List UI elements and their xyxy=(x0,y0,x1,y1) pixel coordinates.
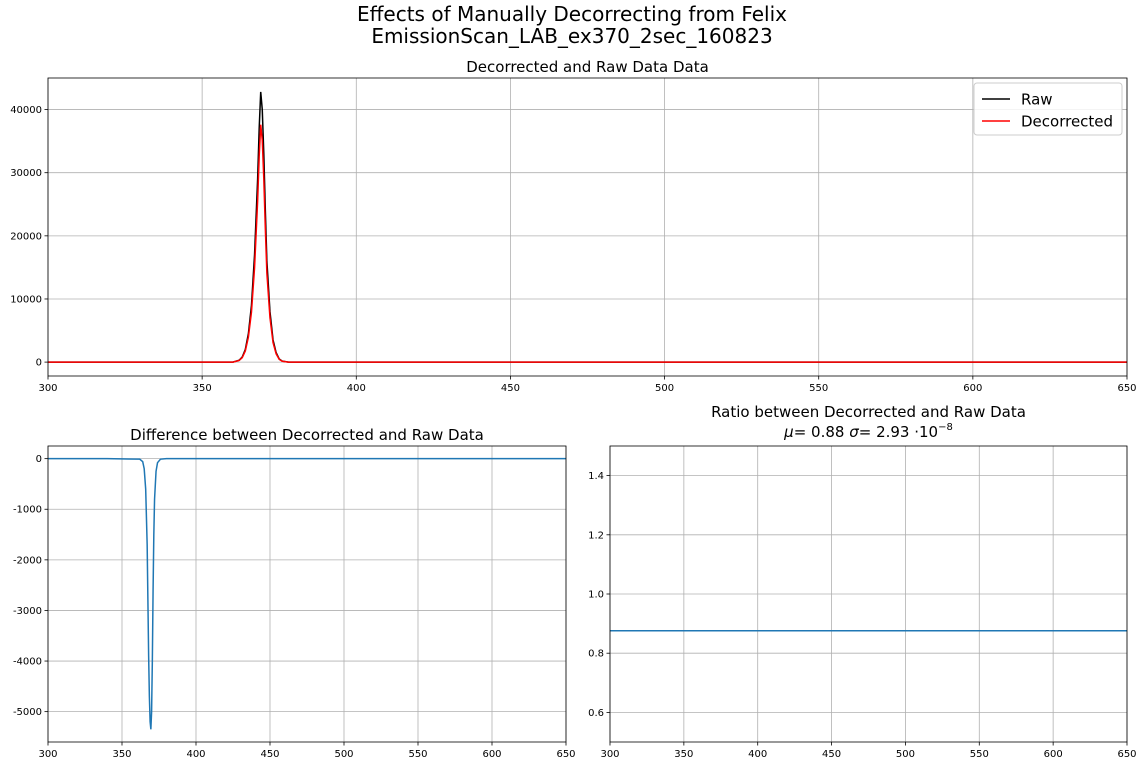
y-tick-label: 0.6 xyxy=(588,708,604,719)
sigma-exponent: −8 xyxy=(938,422,953,433)
x-tick-label: 500 xyxy=(655,383,674,394)
figure-subtitle: EmissionScan_LAB_ex370_2sec_160823 xyxy=(371,24,772,48)
series-line-1 xyxy=(48,457,566,730)
chart-title: Ratio between Decorrected and Raw Data xyxy=(711,403,1026,421)
y-tick-label: 1.2 xyxy=(588,530,604,541)
legend-box xyxy=(973,82,1123,136)
x-tick-label: 350 xyxy=(674,749,693,760)
sigma-value: = 2.93 ·10 xyxy=(859,423,938,441)
mu-value: = 0.88 xyxy=(794,423,850,441)
series-line-raw xyxy=(48,91,1127,363)
legend-label-decorrected: Decorrected xyxy=(1021,113,1113,131)
x-tick-label: 300 xyxy=(600,749,619,760)
x-tick-label: 650 xyxy=(556,749,575,760)
x-tick-label: 400 xyxy=(347,383,366,394)
axes-frame xyxy=(47,445,567,743)
x-tick-label: 650 xyxy=(1117,749,1136,760)
y-tick-label: -4000 xyxy=(13,657,42,668)
y-tick-label: 0.8 xyxy=(588,649,604,660)
x-tick-label: 450 xyxy=(260,749,279,760)
y-tick-label: -3000 xyxy=(13,606,42,617)
y-tick-label: 1.0 xyxy=(588,590,604,601)
ratio-chart: 300 350 400 450 500 550 600 650 0.6 0.8 1.0 1.2 1.4 R… xyxy=(588,403,1136,760)
x-tick-label: 300 xyxy=(38,383,57,394)
y-tick-label: 20000 xyxy=(10,231,42,242)
y-tick-label: -2000 xyxy=(13,555,42,566)
legend: Raw Decorrected xyxy=(973,82,1123,136)
y-tick-label: 40000 xyxy=(10,105,42,116)
chart-title: Decorrected and Raw Data Data xyxy=(466,58,709,76)
difference-chart: 300 350 400 450 500 550 600 650 0 -1000 -2000 -3000… xyxy=(13,426,576,760)
top-chart: 300 350 400 450 500 550 600 650 0 10000 20000 30000… xyxy=(10,58,1136,394)
x-tick-label: 600 xyxy=(1044,749,1063,760)
mu-symbol: μ xyxy=(783,423,794,441)
y-tick-label: -1000 xyxy=(13,505,42,516)
y-tick-label: 10000 xyxy=(10,294,42,305)
y-tick-label: 0 xyxy=(36,358,42,369)
x-tick-label: 300 xyxy=(38,749,57,760)
sigma-symbol: σ xyxy=(849,423,859,441)
chart-title: Difference between Decorrected and Raw D… xyxy=(130,426,484,444)
x-tick-label: 550 xyxy=(970,749,989,760)
x-tick-label: 550 xyxy=(408,749,427,760)
x-tick-label: 350 xyxy=(112,749,131,760)
chart-stats: μ= 0.88 σ= 2.93 ·10−8 xyxy=(783,422,953,441)
y-tick-label: 30000 xyxy=(10,168,42,179)
x-tick-label: 550 xyxy=(809,383,828,394)
x-tick-label: 400 xyxy=(748,749,767,760)
x-tick-label: 350 xyxy=(193,383,212,394)
x-tick-label: 600 xyxy=(482,749,501,760)
x-tick-label: 450 xyxy=(501,383,520,394)
figure-title: Effects of Manually Decorrecting from Fe… xyxy=(357,2,787,26)
x-tick-label: 500 xyxy=(334,749,353,760)
x-tick-label: 400 xyxy=(186,749,205,760)
x-tick-label: 500 xyxy=(896,749,915,760)
y-tick-label: 0 xyxy=(36,454,42,465)
x-tick-label: 600 xyxy=(963,383,982,394)
y-tick-label: 1.4 xyxy=(588,471,604,482)
series-line-decorrected xyxy=(48,124,1127,363)
legend-label-raw: Raw xyxy=(1021,91,1053,109)
y-tick-label: -5000 xyxy=(13,707,42,718)
axes-frame xyxy=(47,77,1128,377)
x-tick-label: 650 xyxy=(1117,383,1136,394)
x-tick-label: 450 xyxy=(822,749,841,760)
